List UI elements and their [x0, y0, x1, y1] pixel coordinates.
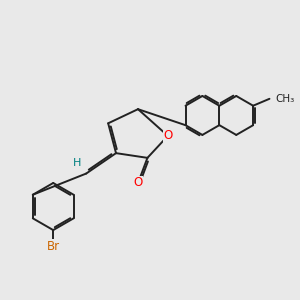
Text: O: O — [163, 129, 172, 142]
Text: Br: Br — [46, 240, 60, 253]
Text: O: O — [134, 176, 142, 190]
Text: CH₃: CH₃ — [276, 94, 295, 104]
Text: H: H — [73, 158, 82, 168]
Text: H: H — [73, 158, 82, 168]
